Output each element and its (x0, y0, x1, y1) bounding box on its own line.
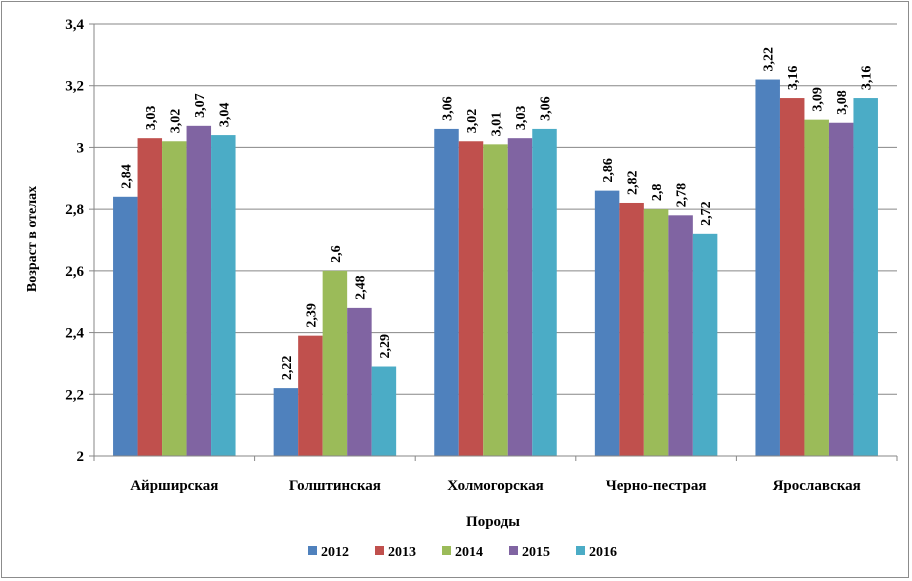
data-label: 3,07 (193, 93, 208, 118)
legend-swatch (509, 546, 518, 555)
y-axis-ticks: 2 2,2 2,4 2,6 2,8 3 3,2 3,4 (65, 17, 84, 465)
legend-swatch (442, 546, 451, 555)
data-label: 3,02 (465, 109, 480, 134)
bar (779, 98, 805, 457)
data-label: 2,86 (601, 158, 616, 183)
y-tick-label: 2,4 (65, 326, 84, 342)
bar (162, 141, 187, 456)
data-label: 2,78 (675, 183, 690, 208)
data-label: 3,16 (860, 66, 875, 91)
bar (371, 366, 397, 456)
y-tick-label: 3 (77, 140, 85, 156)
legend-label: 2015 (522, 545, 550, 560)
bar (804, 119, 829, 457)
data-label: 2,84 (119, 164, 134, 189)
bar (347, 307, 372, 456)
x-tick-label: Айрширская (130, 478, 218, 494)
data-label: 3,03 (144, 106, 159, 131)
bar (619, 202, 644, 456)
bar (755, 79, 780, 457)
bar (137, 138, 163, 456)
bar (483, 144, 508, 457)
data-label: 3,03 (514, 106, 529, 131)
data-label: 3,06 (539, 96, 554, 121)
data-label: 3,22 (762, 47, 777, 72)
bar (322, 270, 348, 456)
data-label: 2,8 (650, 184, 665, 202)
x-tick-label: Черно-пестрая (606, 478, 707, 494)
y-tick-label: 2,6 (65, 264, 84, 280)
legend-label: 2013 (388, 545, 416, 560)
data-label: 3,16 (786, 66, 801, 91)
data-labels: 2,84 3,03 3,02 3,07 3,04 2,22 2,39 2,6 2,48 2,29 3… (119, 47, 874, 380)
data-label: 2,48 (353, 275, 368, 300)
x-tick-label: Ярославская (773, 478, 861, 494)
y-tick-label: 3,2 (65, 79, 84, 95)
data-label: 3,04 (217, 103, 232, 128)
bar (532, 128, 557, 456)
data-label: 2,39 (304, 303, 319, 328)
x-axis-ticks: Айрширская Голштинская Холмогорская Черно-п… (130, 478, 861, 494)
legend-label: 2016 (589, 545, 617, 560)
bar (211, 135, 236, 457)
bar (643, 209, 669, 456)
y-tick-label: 2 (77, 449, 85, 465)
legend-swatch (576, 546, 585, 555)
bar (113, 196, 138, 457)
bar (186, 125, 212, 456)
legend-swatch (375, 546, 384, 555)
legend-label: 2012 (321, 545, 349, 560)
bar (853, 98, 878, 457)
bar (298, 335, 323, 456)
data-label: 3,02 (168, 109, 183, 134)
x-tick-label: Холмогорская (447, 478, 544, 494)
axes (89, 23, 898, 461)
data-label: 2,82 (626, 170, 641, 195)
data-label: 3,08 (835, 90, 850, 115)
y-tick-label: 3,4 (65, 17, 84, 33)
y-tick-label: 2,2 (65, 387, 84, 403)
data-label: 2,22 (280, 356, 295, 381)
bar (594, 190, 620, 456)
legend-label: 2014 (455, 545, 483, 560)
bar (668, 215, 693, 456)
data-label: 3,09 (811, 87, 826, 112)
x-axis-title: Породы (466, 514, 520, 530)
data-label: 3,01 (490, 112, 505, 137)
legend-swatch (308, 546, 317, 555)
bar (458, 141, 484, 456)
x-tick-label: Голштинская (289, 478, 381, 494)
data-label: 3,06 (441, 96, 456, 121)
data-label: 2,6 (329, 245, 344, 263)
bar (434, 128, 459, 456)
bar (692, 233, 718, 456)
bars (113, 79, 878, 457)
bar (828, 122, 854, 456)
bar (507, 138, 533, 456)
legend: 2012 2013 2014 2015 2016 (308, 545, 617, 560)
y-axis-title: Возраст в отелах (25, 186, 40, 292)
data-label: 2,29 (378, 334, 393, 359)
data-label: 2,72 (699, 201, 714, 226)
bar (273, 388, 299, 456)
y-tick-label: 2,8 (65, 202, 84, 218)
